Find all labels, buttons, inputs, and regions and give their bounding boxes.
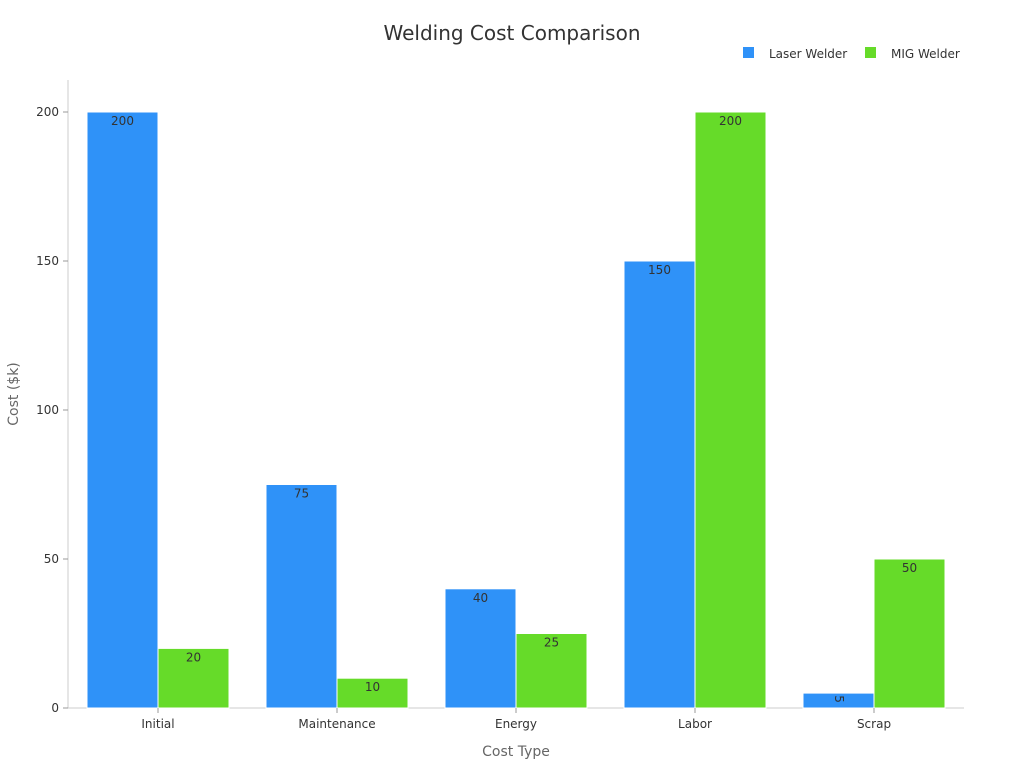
bar-mig-welder-maintenance — [336, 677, 409, 709]
bar-mig-welder-energy — [515, 633, 588, 709]
x-axis-ticks: Initial Maintenance Energy Labor Scrap — [141, 708, 891, 731]
legend-label: MIG Welder — [891, 47, 960, 61]
bars: 200 20 75 10 40 25 150 200 5 50 — [86, 111, 946, 709]
legend-swatch — [865, 47, 876, 58]
bar-laser-welder-energy — [444, 588, 517, 709]
bar-mig-welder-scrap — [873, 558, 946, 709]
bar-value-label: 40 — [473, 591, 488, 605]
bar-value-label: 10 — [365, 680, 380, 694]
y-axis-ticks: 0 50 100 150 200 — [36, 105, 68, 715]
y-tick-label: 150 — [36, 254, 59, 268]
bar-value-label: 25 — [544, 636, 559, 650]
y-tick-label: 200 — [36, 105, 59, 119]
x-tick-label: Energy — [495, 717, 537, 731]
bar-laser-welder-labor — [623, 260, 696, 709]
bar-laser-welder-initial — [86, 111, 159, 709]
y-tick-label: 50 — [44, 552, 59, 566]
legend: Laser Welder MIG Welder — [743, 47, 960, 61]
legend-label: Laser Welder — [769, 47, 847, 61]
bar-laser-welder-maintenance — [265, 484, 338, 709]
bar-value-label: 50 — [902, 561, 917, 575]
x-tick-label: Scrap — [857, 717, 891, 731]
bar-mig-welder-initial — [157, 647, 230, 709]
bar-value-label: 200 — [111, 114, 134, 128]
x-tick-label: Initial — [141, 717, 174, 731]
chart-title: Welding Cost Comparison — [383, 21, 640, 45]
legend-swatch — [743, 47, 754, 58]
y-axis-title: Cost ($k) — [6, 362, 22, 426]
bar-mig-welder-labor — [694, 111, 767, 709]
bar-value-label: 20 — [186, 650, 201, 664]
y-tick-label: 0 — [51, 701, 59, 715]
y-tick-label: 100 — [36, 403, 59, 417]
bar-value-label: 200 — [719, 114, 742, 128]
bar-value-label: 150 — [648, 263, 671, 277]
x-tick-label: Labor — [678, 717, 712, 731]
x-tick-label: Maintenance — [298, 717, 375, 731]
bar-value-label: 75 — [294, 487, 309, 501]
bar-value-label: 5 — [832, 695, 846, 703]
x-axis-title: Cost Type — [482, 744, 550, 760]
